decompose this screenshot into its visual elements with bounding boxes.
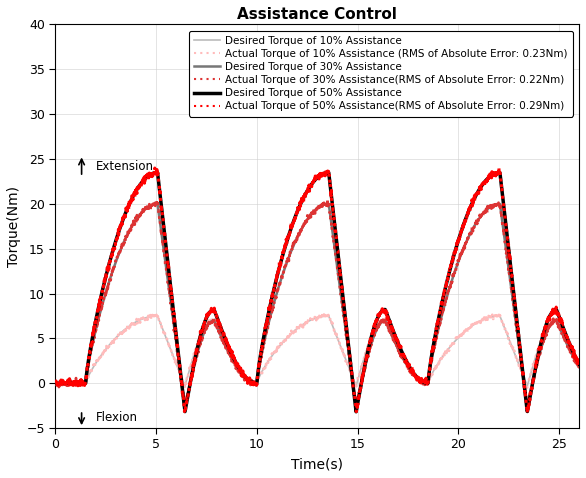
- Text: Extension: Extension: [96, 160, 154, 173]
- Text: Flexion: Flexion: [96, 411, 138, 424]
- Legend: Desired Torque of 10% Assistance, Actual Torque of 10% Assistance (RMS of Absolu: Desired Torque of 10% Assistance, Actual…: [189, 31, 573, 117]
- Y-axis label: Torque(Nm): Torque(Nm): [7, 186, 21, 267]
- X-axis label: Time(s): Time(s): [291, 457, 343, 471]
- Title: Assistance Control: Assistance Control: [237, 7, 397, 22]
